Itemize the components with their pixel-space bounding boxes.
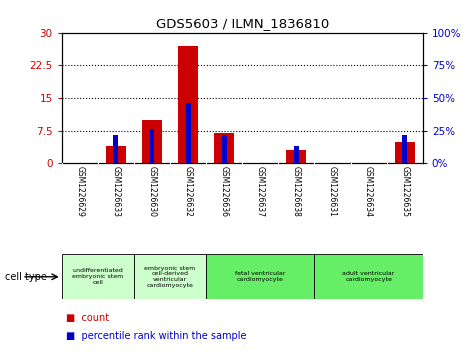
Text: GSM1226630: GSM1226630 <box>148 166 156 217</box>
Text: adult ventricular
cardiomyocyte: adult ventricular cardiomyocyte <box>342 272 395 282</box>
Text: GSM1226636: GSM1226636 <box>220 166 228 217</box>
Bar <box>150 129 154 163</box>
Bar <box>178 46 198 163</box>
Bar <box>114 135 118 163</box>
Bar <box>222 135 227 163</box>
Text: cell type: cell type <box>5 272 47 282</box>
Bar <box>142 120 162 163</box>
Text: embryonic stem
cell-derived
ventricular
cardiomyocyte: embryonic stem cell-derived ventricular … <box>144 266 196 288</box>
Text: GSM1226632: GSM1226632 <box>184 166 192 217</box>
Bar <box>134 254 206 299</box>
Bar <box>186 103 190 163</box>
Text: GSM1226637: GSM1226637 <box>256 166 265 217</box>
Text: GSM1226629: GSM1226629 <box>76 166 84 217</box>
Bar <box>286 150 306 163</box>
Text: GSM1226631: GSM1226631 <box>328 166 337 217</box>
Bar <box>62 254 134 299</box>
Text: undifferentiated
embryonic stem
cell: undifferentiated embryonic stem cell <box>72 269 124 285</box>
Text: ■  count: ■ count <box>66 313 110 323</box>
Bar <box>314 254 423 299</box>
Title: GDS5603 / ILMN_1836810: GDS5603 / ILMN_1836810 <box>156 17 329 30</box>
Bar <box>206 254 314 299</box>
Bar <box>395 142 415 163</box>
Bar <box>214 133 234 163</box>
Bar <box>402 135 407 163</box>
Bar <box>106 146 126 163</box>
Text: GSM1226638: GSM1226638 <box>292 166 301 217</box>
Text: GSM1226634: GSM1226634 <box>364 166 373 217</box>
Text: GSM1226633: GSM1226633 <box>112 166 120 217</box>
Text: fetal ventricular
cardiomyocyte: fetal ventricular cardiomyocyte <box>235 272 285 282</box>
Text: ■  percentile rank within the sample: ■ percentile rank within the sample <box>66 331 247 341</box>
Text: GSM1226635: GSM1226635 <box>400 166 409 217</box>
Bar <box>294 146 299 163</box>
